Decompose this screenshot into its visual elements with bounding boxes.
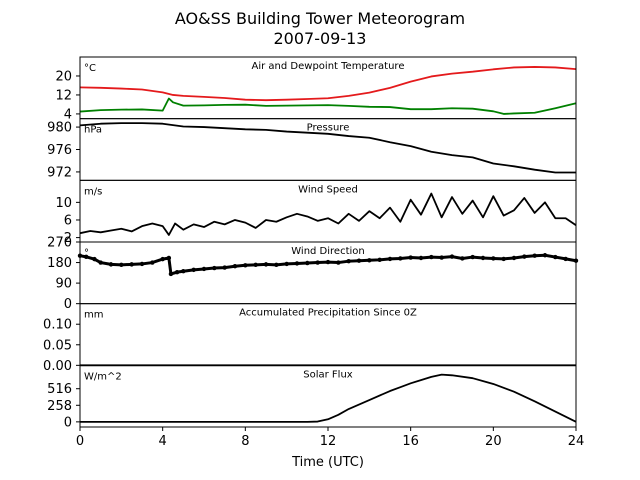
x-tick-label: 0 xyxy=(76,434,84,449)
y-tick-label: 258 xyxy=(47,399,72,414)
y-tick-label: 0.05 xyxy=(43,338,72,353)
x-tick-label: 12 xyxy=(320,434,337,449)
series-line-0 xyxy=(79,122,576,174)
unit-label: m/s xyxy=(84,186,102,197)
panel-3: 0 90 180 270 ° Wind Direction xyxy=(47,236,579,312)
y-tick-label: 10 xyxy=(55,196,72,211)
y-tick-label: 972 xyxy=(47,165,72,180)
panel-4: 0.00 0.05 0.10 mm Accumulated Precipitation … xyxy=(43,303,577,374)
y-tick-label: 180 xyxy=(47,256,72,271)
unit-label: mm xyxy=(84,310,103,321)
panel-title: Wind Direction xyxy=(291,246,365,257)
unit-label: W/m^2 xyxy=(84,371,122,382)
series-line-0 xyxy=(80,373,577,423)
y-tick-label: 0.00 xyxy=(43,359,72,374)
figure-title-line2: 2007-09-13 xyxy=(274,29,367,48)
y-tick-label: 4 xyxy=(64,107,72,122)
x-tick-label: 20 xyxy=(485,434,502,449)
panel-2: 2 6 10 m/s Wind Speed xyxy=(55,179,577,246)
y-tick-label: 6 xyxy=(64,213,72,228)
y-tick-label: 976 xyxy=(47,143,72,158)
panel-title: Air and Dewpoint Temperature xyxy=(252,61,405,72)
y-tick-label: 12 xyxy=(55,88,72,103)
y-tick-label: 980 xyxy=(47,121,72,136)
series-line-0 xyxy=(79,66,577,102)
series-line-0 xyxy=(79,192,577,236)
figure-title-line1: AO&SS Building Tower Meteorogram xyxy=(175,9,465,28)
x-tick-label: 8 xyxy=(241,434,249,449)
x-axis-title: Time (UTC) xyxy=(291,455,364,470)
panel-title: Wind Speed xyxy=(298,184,358,195)
y-tick-label: 0 xyxy=(64,415,72,430)
panel-1: 972 976 980 hPa Pressure xyxy=(47,118,577,181)
y-tick-label: 270 xyxy=(47,236,72,251)
unit-label: hPa xyxy=(84,125,102,136)
y-tick-label: 20 xyxy=(55,69,72,84)
panel-title: Solar Flux xyxy=(303,369,353,380)
x-tick-label: 4 xyxy=(159,434,167,449)
unit-label: ° xyxy=(84,248,89,259)
panel-title: Pressure xyxy=(307,123,350,134)
y-tick-label: 0 xyxy=(64,297,72,312)
unit-label: °C xyxy=(84,63,96,74)
y-tick-label: 0.10 xyxy=(43,318,72,333)
y-tick-label: 90 xyxy=(55,277,72,292)
series-line xyxy=(79,253,577,276)
panel-title: Accumulated Precipitation Since 0Z xyxy=(239,308,417,319)
y-tick-label: 516 xyxy=(47,382,72,397)
y-tick-label: 2 xyxy=(64,231,72,246)
x-tick-label: 24 xyxy=(568,434,585,449)
series-0 xyxy=(77,253,579,277)
panel-0: 4 12 20 °C Air and Dewpoint Temperature xyxy=(55,56,577,122)
x-tick-label: 16 xyxy=(402,434,419,449)
x-axis: 0 4 8 12 16 20 24 xyxy=(76,427,584,449)
series-line-1 xyxy=(79,97,577,115)
